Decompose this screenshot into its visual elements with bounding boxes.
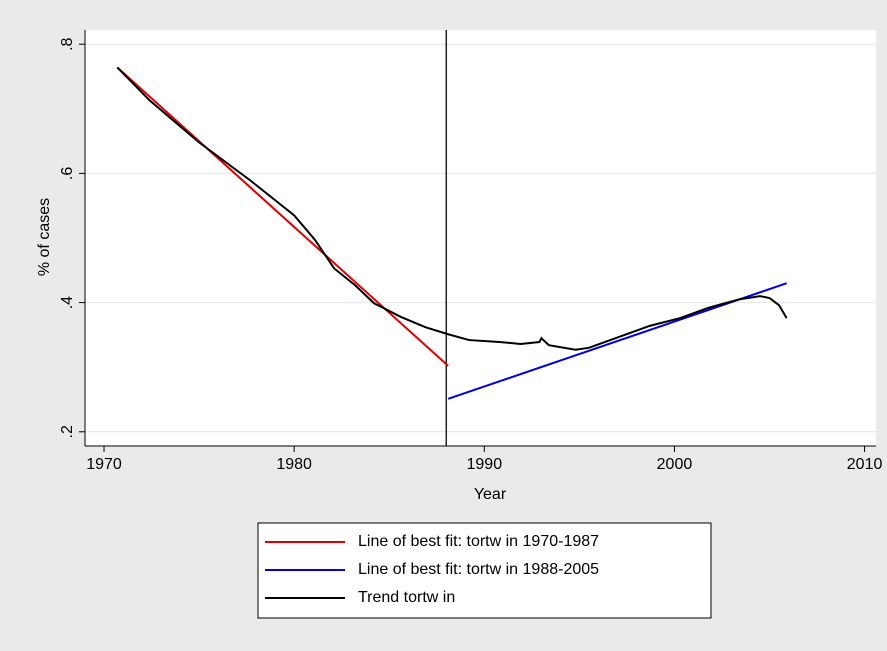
x-tick-label: 1980 bbox=[276, 456, 312, 473]
y-tick-label: .2 bbox=[59, 425, 76, 438]
y-tick-label: .4 bbox=[59, 296, 76, 309]
x-tick-label: 1990 bbox=[467, 456, 503, 473]
series-line bbox=[116, 66, 788, 351]
series-line bbox=[116, 66, 449, 367]
y-axis-title: % of cases bbox=[36, 198, 53, 276]
x-axis-title: Year bbox=[474, 486, 507, 503]
x-tick-label: 2010 bbox=[847, 456, 883, 473]
legend-label: Trend tortw in bbox=[358, 589, 455, 606]
x-tick-label: 2000 bbox=[657, 456, 693, 473]
legend-label: Line of best fit: tortw in 1988-2005 bbox=[358, 561, 599, 578]
y-tick-label: .6 bbox=[59, 167, 76, 180]
legend-label: Line of best fit: tortw in 1970-1987 bbox=[358, 533, 599, 550]
x-tick-label: 1970 bbox=[86, 456, 122, 473]
y-tick-label: .8 bbox=[59, 37, 76, 50]
plot-area bbox=[85, 30, 876, 446]
